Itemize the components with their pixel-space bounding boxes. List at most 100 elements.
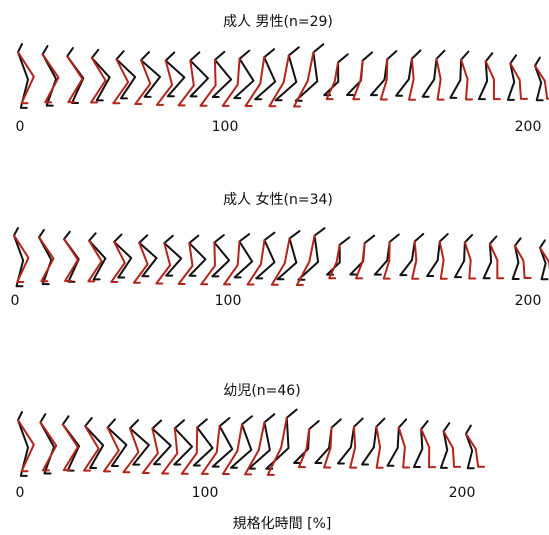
stick-leg (509, 54, 518, 65)
stick-leg (244, 56, 266, 107)
stick-leg (41, 45, 49, 56)
stick-leg (465, 432, 486, 468)
stick-leg (534, 56, 541, 67)
stick-leg (460, 58, 474, 101)
tick-label: 200 (449, 485, 476, 501)
stick-leg (338, 236, 351, 246)
stick-leg (534, 64, 549, 100)
stick-leg (484, 60, 501, 101)
stick-leg (413, 232, 425, 243)
stick-leg (463, 241, 477, 280)
stick-leg (129, 427, 150, 466)
stick-leg (268, 54, 290, 108)
stick-leg (539, 239, 546, 249)
stick-leg (87, 239, 103, 283)
tick-label: 200 (515, 119, 542, 135)
stick-leg (151, 427, 172, 466)
stick-leg (17, 51, 35, 105)
stick-leg (375, 417, 386, 428)
stick-leg (355, 242, 366, 280)
panel-title: 幼児(n=46) (223, 383, 300, 399)
stick-leg (426, 240, 441, 278)
stick-leg (539, 246, 549, 270)
stick-leg (397, 426, 411, 469)
stick-leg (61, 423, 79, 472)
stick-leg (337, 53, 349, 64)
stick-leg (155, 59, 174, 106)
stick-leg (325, 61, 340, 101)
stick-leg (164, 51, 176, 62)
stick-leg (138, 234, 149, 244)
stick-leg (285, 408, 298, 419)
stick-leg (265, 416, 290, 470)
stick-leg (375, 425, 384, 469)
stick-leg (465, 424, 472, 435)
stick-leg (140, 59, 162, 98)
stick-leg (132, 241, 149, 284)
stick-leg (263, 231, 276, 242)
stick-leg (460, 50, 470, 61)
stick-leg (155, 242, 172, 285)
stick-leg (110, 240, 126, 283)
stick-leg (297, 234, 320, 281)
tick-label: 200 (515, 293, 542, 309)
stick-leg (511, 244, 520, 280)
stick-leg (39, 413, 47, 424)
stick-leg (221, 57, 241, 107)
stick-leg (336, 425, 355, 465)
stick-leg (13, 234, 25, 288)
panel-title: 成人 女性(n=34) (223, 191, 333, 208)
stick-leg (38, 228, 45, 239)
stick-leg (88, 232, 97, 242)
stick-leg (255, 239, 276, 280)
stick-leg (192, 426, 214, 467)
stick-leg (442, 430, 462, 468)
stick-leg (379, 58, 389, 101)
stick-leg (534, 64, 544, 102)
stick-leg (465, 432, 475, 470)
stick-leg (63, 230, 71, 241)
stick-leg (352, 59, 364, 101)
stick-leg (484, 52, 494, 63)
stick-leg (361, 425, 378, 466)
stick-leg (254, 56, 277, 101)
stick-leg (196, 418, 208, 429)
stick-leg (313, 227, 326, 237)
stick-leg (435, 49, 446, 60)
tick-label: 100 (215, 293, 242, 309)
stick-leg (140, 51, 151, 62)
stick-leg (173, 427, 194, 466)
stick-leg (129, 419, 140, 430)
stick-leg (263, 48, 276, 59)
stick-leg (213, 234, 225, 244)
stick-leg (90, 48, 100, 59)
stick-leg (13, 234, 30, 283)
stick-leg (238, 49, 251, 60)
stick-leg (328, 243, 341, 280)
stick-leg (420, 428, 437, 469)
stick-leg (276, 237, 298, 281)
tick-label: 0 (11, 293, 20, 309)
stick-leg (61, 415, 70, 426)
stick-leg (163, 242, 183, 277)
stick-leg (38, 236, 55, 283)
stick-leg (308, 420, 320, 431)
stick-leg (539, 246, 549, 281)
stick-leg (314, 426, 333, 465)
stick-leg (386, 426, 400, 467)
stick-leg (513, 237, 522, 247)
stick-leg (189, 51, 201, 62)
stick-leg (134, 59, 152, 106)
stick-leg (386, 50, 398, 61)
tick-label: 0 (16, 485, 25, 501)
stick-leg (161, 427, 179, 475)
stick-leg (287, 46, 300, 57)
stick-leg (238, 233, 251, 243)
stick-leg (397, 418, 408, 429)
stick-leg (293, 51, 315, 108)
stick-leg (200, 241, 216, 286)
stick-leg (506, 62, 516, 101)
stick-leg (177, 59, 195, 107)
stick-leg (449, 58, 463, 99)
stick-leg (244, 421, 266, 476)
